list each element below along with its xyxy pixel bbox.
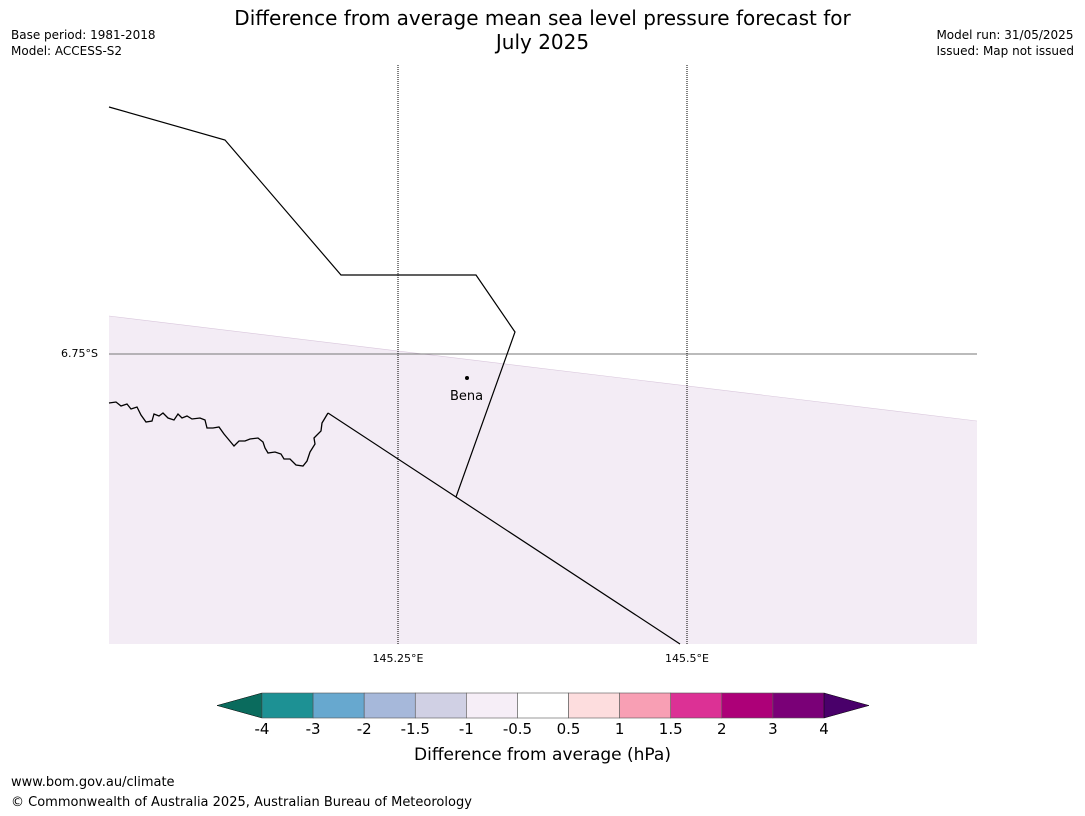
colorbar-tick-label: 3	[768, 720, 778, 738]
colorbar-swatch	[261, 692, 314, 719]
colorbar-swatch	[568, 692, 620, 719]
colorbar-swatch	[619, 692, 672, 719]
colorbar-over-arrow	[823, 692, 870, 719]
colorbar-tick-label: 2	[717, 720, 727, 738]
colorbar-tick-label: -3	[305, 720, 321, 738]
model-run: Model run: 31/05/2025	[936, 28, 1074, 42]
colorbar-tick-label: -0.5	[502, 720, 533, 738]
footer-url: www.bom.gov.au/climate	[11, 775, 175, 790]
province-border-south	[327, 412, 681, 645]
colorbar-tick-label: -4	[254, 720, 270, 738]
colorbar-swatch	[517, 692, 569, 719]
shading-edge	[108, 315, 978, 422]
colorbar-swatch	[772, 692, 825, 719]
colorbar-label: Difference from average (hPa)	[414, 745, 671, 765]
title-line-2: July 2025	[495, 30, 590, 54]
map-title: Difference from average mean sea level p…	[0, 6, 1085, 54]
river-line	[108, 401, 329, 467]
colorbar-tick-label: 0.5	[556, 720, 581, 738]
colorbar-swatch	[721, 692, 774, 719]
town-marker	[465, 376, 469, 380]
base-period: Base period: 1981-2018	[11, 28, 156, 42]
colorbar-tick-label: -2	[356, 720, 372, 738]
colorbar-tick-label: 4	[819, 720, 829, 738]
colorbar-under-arrow	[216, 692, 263, 719]
footer-copyright: © Commonwealth of Australia 2025, Austra…	[11, 795, 472, 810]
colorbar-swatch	[670, 692, 723, 719]
colorbar-swatch	[466, 692, 518, 719]
colorbar-tick-label: -1.5	[400, 720, 430, 738]
province-border-north	[108, 106, 516, 498]
colorbar-swatch	[414, 692, 467, 719]
longitude-label-145-25: 145.25°E	[372, 652, 424, 665]
longitude-label-145-5: 145.5°E	[665, 652, 709, 665]
meta-left: Base period: 1981-2018 Model: ACCESS-S2	[11, 27, 156, 59]
model-name: Model: ACCESS-S2	[11, 44, 123, 58]
anomaly-shading	[109, 316, 977, 644]
colorbar	[216, 692, 870, 719]
colorbar-swatch	[363, 692, 416, 719]
issued-status: Issued: Map not issued	[936, 44, 1074, 58]
town-label: Bena	[450, 389, 484, 404]
colorbar-tick-label: 1.5	[658, 720, 683, 738]
colorbar-tick-label: -1	[458, 720, 474, 738]
latitude-label: 6.75°S	[61, 347, 98, 360]
colorbar-swatch	[312, 692, 365, 719]
meta-right: Model run: 31/05/2025 Issued: Map not is…	[936, 27, 1074, 59]
colorbar-tick-label: 1	[614, 720, 625, 738]
title-line-1: Difference from average mean sea level p…	[234, 6, 851, 30]
